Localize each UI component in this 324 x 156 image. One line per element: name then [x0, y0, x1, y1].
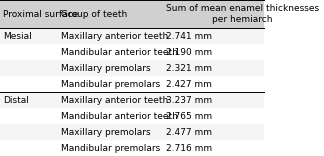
Text: Maxillary anterior teeth: Maxillary anterior teeth [61, 32, 168, 41]
FancyBboxPatch shape [0, 60, 264, 76]
FancyBboxPatch shape [0, 92, 264, 108]
Text: 3.237 mm: 3.237 mm [166, 95, 212, 105]
FancyBboxPatch shape [0, 44, 264, 60]
Text: 2.190 mm: 2.190 mm [166, 48, 212, 57]
Text: Distal: Distal [3, 95, 29, 105]
Text: Group of teeth: Group of teeth [61, 10, 127, 19]
FancyBboxPatch shape [0, 0, 264, 28]
Text: Maxillary premolars: Maxillary premolars [61, 127, 150, 136]
Text: Mandibular anterior teeth: Mandibular anterior teeth [61, 112, 178, 121]
Text: Mandibular premolars: Mandibular premolars [61, 80, 160, 89]
Text: Mesial: Mesial [3, 32, 31, 41]
Text: 2.741 mm: 2.741 mm [166, 32, 212, 41]
Text: Proximal surface: Proximal surface [3, 10, 78, 19]
FancyBboxPatch shape [0, 108, 264, 124]
Text: Mandibular premolars: Mandibular premolars [61, 144, 160, 153]
Text: Sum of mean enamel thicknesses
per hemiarch: Sum of mean enamel thicknesses per hemia… [166, 4, 319, 24]
FancyBboxPatch shape [0, 124, 264, 140]
Text: 2.321 mm: 2.321 mm [166, 63, 212, 73]
Text: 2.427 mm: 2.427 mm [166, 80, 212, 89]
Text: Maxillary anterior teeth: Maxillary anterior teeth [61, 95, 168, 105]
Text: Maxillary premolars: Maxillary premolars [61, 63, 150, 73]
FancyBboxPatch shape [0, 76, 264, 92]
Text: 2.716 mm: 2.716 mm [166, 144, 212, 153]
FancyBboxPatch shape [0, 28, 264, 44]
FancyBboxPatch shape [0, 140, 264, 156]
Text: Mandibular anterior teeth: Mandibular anterior teeth [61, 48, 178, 57]
Text: 2.477 mm: 2.477 mm [166, 127, 212, 136]
Text: 2.765 mm: 2.765 mm [166, 112, 212, 121]
